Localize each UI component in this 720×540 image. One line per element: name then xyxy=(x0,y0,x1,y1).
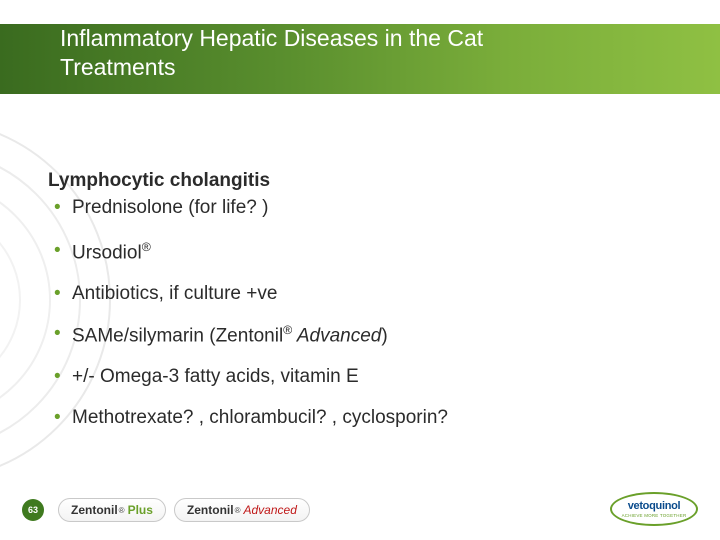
content-area: Lymphocytic cholangitis Prednisolone (fo… xyxy=(48,170,660,447)
slide-title: Inflammatory Hepatic Diseases in the Cat… xyxy=(60,24,483,82)
registered-mark: ® xyxy=(142,240,151,254)
logo-oval: vetoquinol ACHIEVE MORE TOGETHER xyxy=(610,492,698,526)
bullet-text: Antibiotics, if culture +ve xyxy=(72,283,277,304)
pill-suffix: Plus xyxy=(128,503,153,517)
registered-mark: ® xyxy=(119,506,125,515)
list-item: Prednisolone (for life? ) xyxy=(48,196,660,221)
pill-brand: Zentonil xyxy=(187,503,234,517)
list-item: Methotrexate? , chlorambucil? , cyclospo… xyxy=(48,406,660,431)
bullet-text: SAMe/silymarin (Zentonil xyxy=(72,326,283,347)
product-pill-plus: Zentonil® Plus xyxy=(58,498,166,522)
registered-mark: ® xyxy=(235,506,241,515)
pill-brand: Zentonil xyxy=(71,503,118,517)
footer: 63 Zentonil® Plus Zentonil® Advanced xyxy=(22,498,698,522)
title-line-1: Inflammatory Hepatic Diseases in the Cat xyxy=(60,25,483,51)
page-number: 63 xyxy=(28,505,38,515)
registered-mark: ® xyxy=(283,323,292,337)
logo-text: vetoquinol xyxy=(628,500,681,512)
bullet-text: Ursodiol xyxy=(72,242,142,263)
vetoquinol-logo: vetoquinol ACHIEVE MORE TOGETHER xyxy=(610,492,698,526)
list-item: SAMe/silymarin (Zentonil® Advanced) xyxy=(48,322,660,349)
list-item: Ursodiol® xyxy=(48,239,660,266)
bullet-italic: Advanced xyxy=(292,326,381,347)
bullet-text: Methotrexate? , chlorambucil? , cyclospo… xyxy=(72,407,448,428)
pill-suffix: Advanced xyxy=(244,503,297,517)
list-item: +/- Omega-3 fatty acids, vitamin E xyxy=(48,365,660,390)
logo-tagline: ACHIEVE MORE TOGETHER xyxy=(622,513,687,518)
bullet-text: ) xyxy=(381,326,387,347)
product-pill-advanced: Zentonil® Advanced xyxy=(174,498,310,522)
bullet-text: Prednisolone (for life? ) xyxy=(72,197,268,218)
bullet-text: +/- Omega-3 fatty acids, vitamin E xyxy=(72,366,359,387)
list-item: Antibiotics, if culture +ve xyxy=(48,282,660,307)
content-subtitle: Lymphocytic cholangitis xyxy=(48,170,660,192)
bullet-list: Prednisolone (for life? ) Ursodiol® Anti… xyxy=(48,196,660,431)
page-number-badge: 63 xyxy=(22,499,44,521)
title-line-2: Treatments xyxy=(60,54,175,80)
